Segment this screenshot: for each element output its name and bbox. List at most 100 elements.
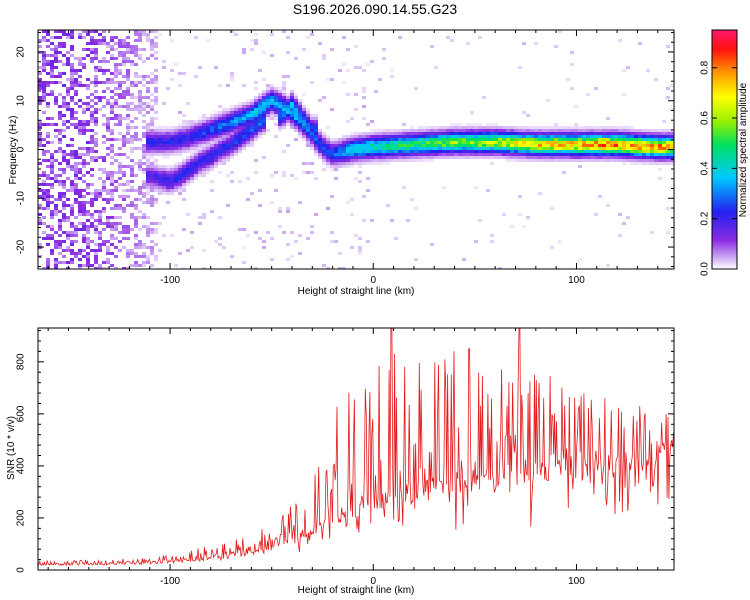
heatmap-cell [430, 138, 434, 141]
heatmap-cell [134, 225, 138, 228]
heatmap-cell [362, 219, 366, 222]
heatmap-cell [58, 51, 62, 54]
heatmap-cell [274, 108, 278, 111]
heatmap-cell [618, 156, 622, 159]
heatmap-cell [238, 120, 242, 123]
heatmap-cell [242, 138, 246, 141]
y-tick-label: 10 [16, 95, 27, 107]
heatmap-cell [486, 141, 490, 144]
heatmap-cell [158, 126, 162, 129]
heatmap-cell [202, 153, 206, 156]
heatmap-cell [254, 39, 258, 42]
heatmap-cell [138, 240, 142, 243]
heatmap-cell [238, 132, 242, 135]
heatmap-cell [242, 228, 246, 231]
heatmap-cell [214, 123, 218, 126]
heatmap-cell [666, 147, 670, 150]
heatmap-cell [522, 132, 526, 135]
heatmap-cell [118, 249, 122, 252]
heatmap-cell [190, 135, 194, 138]
heatmap-cell [282, 126, 286, 129]
heatmap-cell [314, 147, 318, 150]
heatmap-cell [498, 144, 502, 147]
heatmap-cell [254, 120, 258, 123]
heatmap-cell [310, 147, 314, 150]
heatmap-cell [606, 135, 610, 138]
heatmap-cell [106, 246, 110, 249]
heatmap-cell [466, 129, 470, 132]
heatmap-cell [610, 126, 614, 129]
heatmap-cell [454, 156, 458, 159]
heatmap-cell [126, 180, 130, 183]
heatmap-cell [178, 165, 182, 168]
heatmap-cell [70, 87, 74, 90]
heatmap-cell [306, 108, 310, 111]
heatmap-cell [490, 150, 494, 153]
heatmap-cell [518, 150, 522, 153]
heatmap-cell [50, 252, 54, 255]
heatmap-cell [170, 192, 174, 195]
heatmap-cell [322, 150, 326, 153]
heatmap-cell [150, 153, 154, 156]
heatmap-cell [138, 210, 142, 213]
heatmap-cell [390, 69, 394, 72]
heatmap-cell [386, 153, 390, 156]
heatmap-cell [114, 123, 118, 126]
heatmap-cell [618, 129, 622, 132]
heatmap-cell [474, 126, 478, 129]
heatmap-cell [130, 249, 134, 252]
heatmap-cell [250, 105, 254, 108]
heatmap-cell [306, 120, 310, 123]
heatmap-cell [594, 129, 598, 132]
heatmap-cell [650, 147, 654, 150]
heatmap-cell [670, 159, 674, 162]
heatmap-cell [290, 96, 294, 99]
heatmap-cell [142, 264, 146, 267]
heatmap-cell [210, 123, 214, 126]
heatmap-cell [62, 171, 66, 174]
heatmap-cell [126, 114, 130, 117]
heatmap-cell [666, 144, 670, 147]
heatmap-cell [210, 147, 214, 150]
heatmap-cell [154, 165, 158, 168]
heatmap-cell [226, 147, 230, 150]
heatmap-cell [102, 210, 106, 213]
heatmap-cell [522, 147, 526, 150]
heatmap-cell [438, 156, 442, 159]
heatmap-cell [374, 135, 378, 138]
heatmap-cell [366, 162, 370, 165]
heatmap-cell [134, 189, 138, 192]
heatmap-cell [314, 141, 318, 144]
heatmap-cell [74, 69, 78, 72]
heatmap-cell [42, 96, 46, 99]
heatmap-cell [114, 237, 118, 240]
heatmap-cell [110, 264, 114, 267]
heatmap-cell [38, 132, 42, 135]
colorbar-label: Normalized spectral amplitude [738, 82, 749, 217]
heatmap-cell [190, 162, 194, 165]
heatmap-cell [238, 135, 242, 138]
heatmap-cell [182, 183, 186, 186]
heatmap-cell [646, 135, 650, 138]
heatmap-cell [70, 231, 74, 234]
heatmap-cell [222, 114, 226, 117]
heatmap-cell [78, 99, 82, 102]
heatmap-cell [74, 255, 78, 258]
heatmap-cell [654, 144, 658, 147]
colorbar: 0.00.20.40.60.8 Normalized spectral ampl… [700, 29, 749, 276]
heatmap-cell [410, 138, 414, 141]
heatmap-cell [50, 165, 54, 168]
heatmap-cell [418, 138, 422, 141]
heatmap-cell [126, 36, 130, 39]
heatmap-cell [178, 72, 182, 75]
heatmap-cell [190, 231, 194, 234]
heatmap-cell [130, 180, 134, 183]
heatmap-cell [106, 60, 110, 63]
heatmap-cell [186, 135, 190, 138]
heatmap-cell [206, 138, 210, 141]
heatmap-cell [62, 135, 66, 138]
heatmap-cell [102, 96, 106, 99]
heatmap-cell [134, 39, 138, 42]
heatmap-cell [354, 132, 358, 135]
heatmap-cell [46, 237, 50, 240]
